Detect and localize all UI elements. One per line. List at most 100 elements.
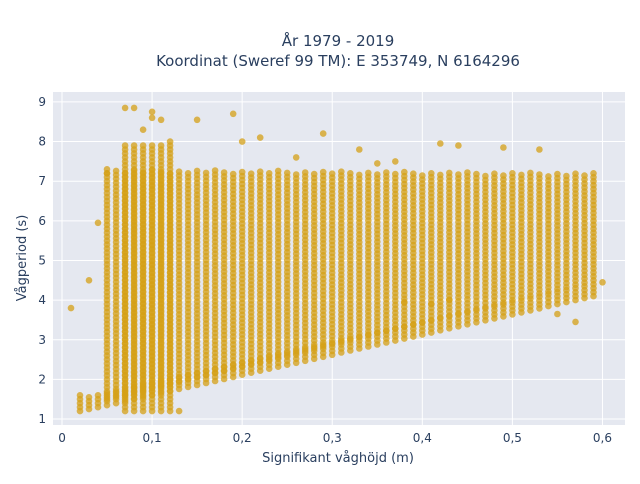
data-point: [374, 171, 381, 178]
data-point: [139, 142, 147, 149]
x-tick-label: 0: [58, 431, 66, 445]
data-point: [220, 169, 228, 176]
data-point: [67, 304, 75, 312]
data-point: [437, 171, 444, 179]
data-point: [76, 392, 84, 399]
y-tick-label: 4: [38, 293, 46, 307]
data-point: [292, 154, 300, 161]
data-point: [292, 171, 300, 178]
y-tick-label: 3: [38, 333, 46, 347]
data-point: [527, 169, 534, 177]
data-point: [103, 170, 111, 177]
x-tick-label: 0,2: [233, 431, 252, 445]
data-point: [545, 173, 552, 180]
data-point: [536, 171, 543, 178]
data-point: [581, 172, 588, 179]
data-point: [301, 169, 309, 176]
x-tick-label: 0,1: [143, 431, 162, 445]
data-point: [563, 172, 570, 180]
data-point: [572, 170, 579, 177]
data-point: [94, 392, 102, 399]
data-point: [428, 170, 435, 177]
data-point: [554, 310, 561, 318]
y-tick-label: 2: [38, 372, 46, 386]
data-point: [130, 142, 138, 149]
data-point: [473, 170, 480, 178]
x-tick-label: 0,4: [413, 431, 432, 445]
data-point: [310, 170, 318, 178]
data-point: [482, 172, 489, 180]
y-axis-title: Vågperiod (s): [15, 215, 30, 302]
y-tick-labels: 1 2 3 4 5 6 7 8 9: [38, 95, 46, 426]
data-point: [112, 167, 120, 175]
data-point: [338, 168, 345, 175]
data-point: [139, 126, 147, 133]
data-point: [500, 172, 507, 179]
data-point: [193, 116, 201, 124]
data-point: [437, 140, 444, 147]
chart-title-line2: Koordinat (Sweref 99 TM): E 353749, N 61…: [156, 52, 520, 70]
data-point: [85, 277, 93, 284]
data-point: [455, 171, 462, 178]
data-point: [536, 146, 543, 153]
data-point: [283, 169, 291, 177]
data-point: [121, 142, 129, 149]
data-point: [157, 116, 165, 124]
data-point: [238, 168, 246, 176]
data-point: [356, 171, 363, 179]
data-point: [229, 110, 237, 118]
data-point: [175, 407, 183, 415]
y-tick-label: 1: [38, 412, 46, 426]
data-point: [265, 170, 273, 177]
data-point: [356, 146, 363, 153]
y-tick-label: 7: [38, 174, 46, 188]
y-tick-label: 6: [38, 214, 46, 228]
data-point: [121, 104, 129, 112]
x-tick-label: 0,5: [503, 431, 522, 445]
data-point: [85, 394, 93, 401]
data-point: [401, 298, 408, 306]
data-point: [455, 142, 462, 149]
data-point: [401, 168, 408, 176]
data-point: [238, 138, 246, 145]
data-point: [184, 170, 192, 177]
data-point: [491, 170, 498, 177]
data-point: [464, 169, 471, 176]
data-point: [211, 167, 219, 174]
data-point: [392, 170, 399, 178]
data-point: [518, 171, 525, 179]
data-point: [247, 170, 255, 177]
data-point: [202, 169, 210, 177]
data-point: [175, 168, 183, 175]
x-tick-label: 0,6: [593, 431, 612, 445]
data-point: [328, 170, 336, 177]
data-point: [500, 144, 507, 151]
data-points: [67, 104, 606, 415]
data-point: [572, 318, 579, 326]
data-point: [446, 296, 453, 304]
data-point: [256, 134, 264, 141]
data-point: [193, 167, 201, 175]
data-point: [229, 170, 237, 178]
data-point: [554, 170, 561, 178]
data-point: [148, 114, 156, 122]
y-tick-label: 9: [38, 95, 46, 109]
x-tick-label: 0,3: [323, 431, 342, 445]
data-point: [374, 160, 381, 167]
data-point: [166, 138, 174, 145]
data-point: [148, 142, 156, 149]
x-tick-labels: 0 0,1 0,2 0,3 0,4 0,5 0,6: [58, 431, 612, 445]
x-axis-title: Signifikant våghöjd (m): [262, 451, 414, 466]
data-point: [347, 170, 354, 177]
data-point: [157, 142, 165, 149]
data-point: [274, 167, 282, 175]
data-point: [383, 169, 390, 176]
data-point: [94, 219, 102, 227]
data-point: [319, 168, 327, 176]
data-point: [130, 104, 138, 112]
y-tick-label: 8: [38, 135, 46, 149]
data-point: [256, 168, 264, 175]
data-point: [392, 158, 399, 165]
